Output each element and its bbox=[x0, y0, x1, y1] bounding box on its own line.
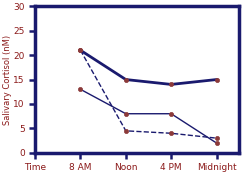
Y-axis label: Salivary Cortisol (nM): Salivary Cortisol (nM) bbox=[3, 34, 12, 125]
